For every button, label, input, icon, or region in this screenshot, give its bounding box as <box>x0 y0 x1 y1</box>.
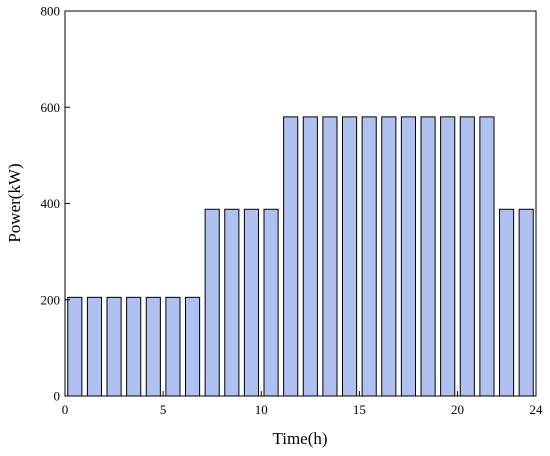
bar-hour-4 <box>126 296 142 397</box>
bar-hour-23 <box>498 208 515 397</box>
bar-hour-19 <box>420 116 436 397</box>
y-tick-label: 200 <box>41 292 61 307</box>
y-axis-label: Power(kW) <box>5 163 24 242</box>
bar-hour-16 <box>361 116 377 397</box>
bar-hour-9 <box>224 208 240 397</box>
y-axis-ticks: 0 200 400 600 800 <box>41 4 70 404</box>
x-tick-label: 0 <box>62 402 69 417</box>
bar-hour-17 <box>381 116 397 397</box>
y-tick-label: 600 <box>41 100 61 115</box>
y-tick-label: 400 <box>41 196 61 211</box>
bar-hour-12 <box>283 116 299 397</box>
y-tick-label: 0 <box>54 389 61 404</box>
bar-hour-5 <box>145 296 161 397</box>
bar-hour-10 <box>243 208 260 397</box>
x-tick-label: 20 <box>451 402 464 417</box>
bar-hour-22 <box>479 116 495 397</box>
bar-hour-1 <box>67 296 83 397</box>
bar-hour-20 <box>440 116 456 397</box>
x-tick-label: 10 <box>255 402 268 417</box>
bar-hour-18 <box>400 116 417 397</box>
bar-hour-21 <box>459 116 475 397</box>
bars-group <box>67 116 534 397</box>
y-tick-label: 800 <box>41 4 61 19</box>
x-tick-label: 15 <box>353 402 366 417</box>
bar-hour-8 <box>204 208 220 397</box>
bar-hour-11 <box>263 208 279 397</box>
x-axis-label: Time(h) <box>272 429 327 448</box>
bar-hour-3 <box>106 296 122 397</box>
x-axis-ticks: 0 5 10 15 20 24 <box>62 391 543 417</box>
bar-hour-2 <box>86 296 103 397</box>
bar-hour-15 <box>341 116 358 397</box>
bar-hour-14 <box>322 116 338 397</box>
x-tick-label: 24 <box>530 402 544 417</box>
x-tick-label: 5 <box>160 402 167 417</box>
bar-hour-6 <box>165 296 181 397</box>
bar-hour-13 <box>302 116 318 397</box>
bar-hour-24 <box>518 208 534 397</box>
bar-hour-7 <box>184 296 201 397</box>
